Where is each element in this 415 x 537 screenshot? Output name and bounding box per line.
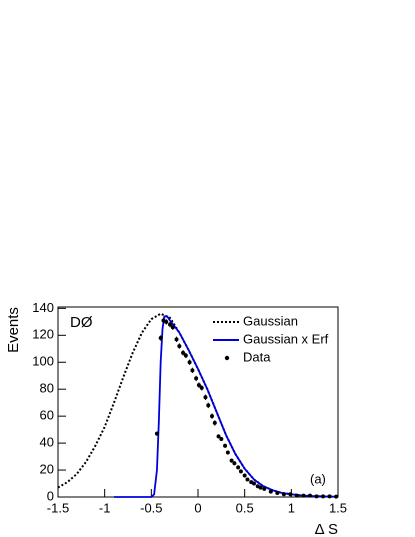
x-axis-label: Δ S [315, 521, 338, 537]
y-tick-label: 20 [40, 461, 54, 476]
y-tick-label: 60 [40, 408, 54, 423]
data-point [294, 493, 299, 498]
x-tick-label: 1 [288, 500, 295, 515]
data-point [212, 420, 217, 425]
data-point [238, 469, 243, 474]
legend-marker [224, 355, 230, 361]
data-point [225, 450, 230, 455]
data-point [203, 395, 208, 400]
data-point [288, 492, 293, 497]
y-tick-label: 120 [32, 327, 54, 342]
data-point [268, 489, 273, 494]
x-tick-label: -1.5 [47, 500, 69, 515]
data-point [281, 492, 286, 497]
data-point [327, 494, 332, 499]
data-point [216, 434, 221, 439]
y-tick-label: 140 [32, 300, 54, 315]
data-point [164, 319, 169, 324]
y-axis-label: Events [5, 307, 22, 353]
data-point [252, 481, 256, 486]
x-tick-label: 1.5 [329, 500, 347, 515]
legend-label: Data [243, 349, 271, 364]
data-point [187, 360, 192, 365]
data-point [242, 473, 247, 478]
x-tick-label: -0.5 [140, 500, 162, 515]
data-point [223, 443, 228, 448]
y-tick-label: 80 [40, 381, 54, 396]
annotation: DØ [70, 314, 93, 331]
data-point [262, 486, 267, 491]
legend-label: Gaussian x Erf [243, 331, 329, 346]
data-point [236, 465, 241, 470]
data-point [168, 322, 172, 327]
data-point [308, 493, 312, 498]
x-tick-label: 0 [194, 500, 201, 515]
data-point [206, 403, 211, 408]
data-point [199, 385, 204, 390]
data-point [194, 376, 199, 381]
y-tick-label: 0 [47, 488, 54, 503]
data-point [154, 431, 159, 436]
x-tick-label: 0.5 [236, 500, 254, 515]
data-point [170, 325, 175, 330]
legend-label: Gaussian [243, 313, 298, 328]
data-point [275, 490, 280, 495]
data-point [158, 335, 163, 340]
data-point [301, 493, 306, 498]
data-point [245, 477, 250, 482]
data-point [181, 350, 186, 355]
data-point [258, 485, 263, 490]
data-point [177, 344, 182, 349]
data-point [196, 383, 201, 388]
x-tick-label: -1 [99, 500, 111, 515]
data-point [314, 494, 319, 499]
y-tick-label: 100 [32, 354, 54, 369]
data-point [321, 494, 326, 499]
y-tick-label: 40 [40, 435, 54, 450]
data-point [190, 368, 195, 373]
data-point [174, 337, 179, 342]
data-point [229, 458, 234, 463]
data-point [210, 414, 214, 419]
data-point [232, 461, 237, 466]
annotation: (a) [310, 471, 326, 486]
data-point [334, 494, 339, 499]
data-point [183, 353, 188, 358]
data-point [219, 437, 224, 442]
